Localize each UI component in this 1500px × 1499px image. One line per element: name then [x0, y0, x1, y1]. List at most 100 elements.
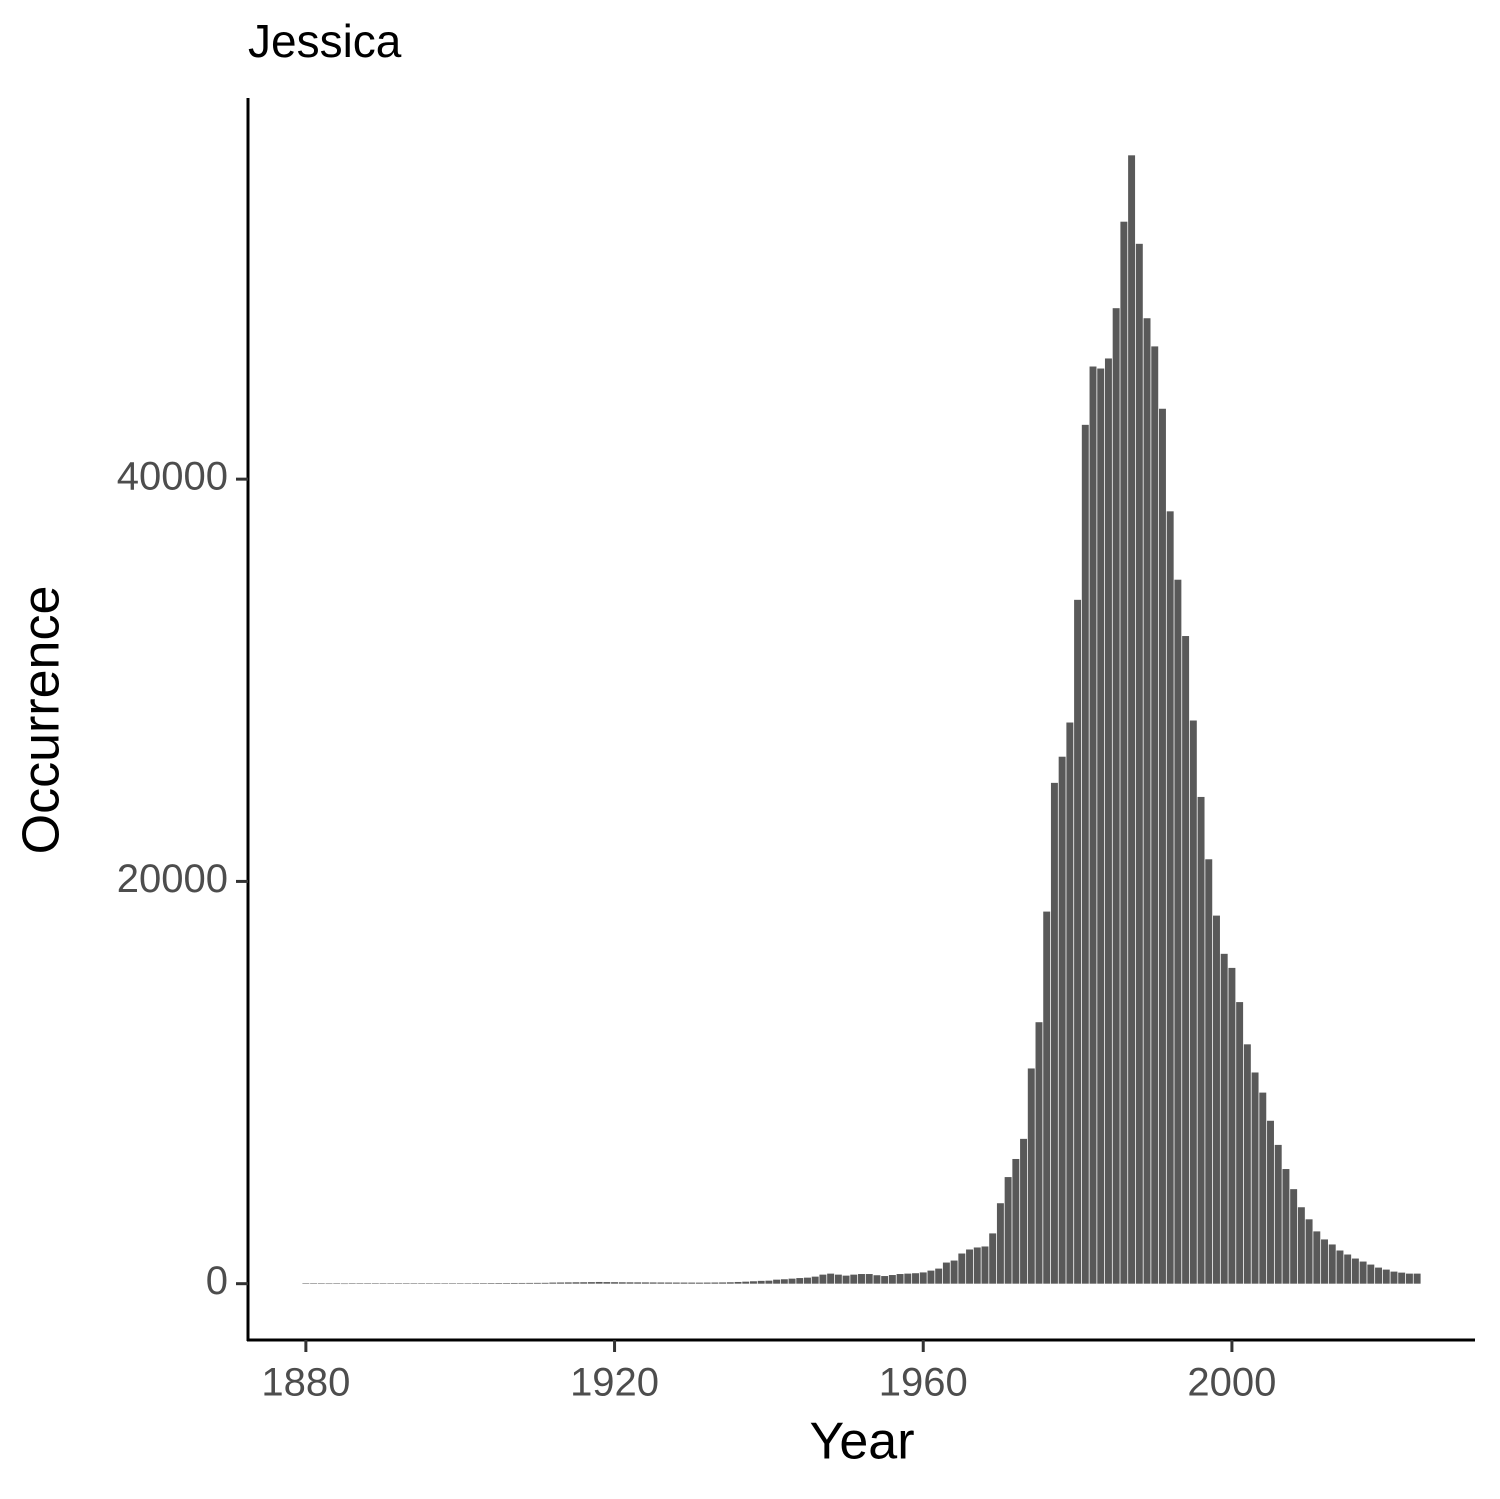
bar	[364, 1283, 372, 1284]
bar	[518, 1282, 526, 1284]
bar	[989, 1233, 997, 1284]
bar	[572, 1282, 580, 1284]
bar	[1197, 796, 1205, 1284]
bar	[1220, 953, 1228, 1284]
bar	[958, 1253, 966, 1284]
bar	[1328, 1244, 1336, 1284]
bar	[464, 1283, 472, 1284]
bar	[703, 1282, 711, 1284]
bar	[541, 1282, 549, 1284]
bar	[711, 1282, 719, 1284]
bar	[742, 1281, 750, 1284]
y-tick-label: 0	[206, 1259, 228, 1303]
bar	[1074, 599, 1082, 1284]
bar	[680, 1282, 688, 1284]
bar	[310, 1283, 318, 1284]
bar	[1321, 1239, 1328, 1284]
bar	[549, 1282, 557, 1284]
bar	[487, 1283, 495, 1284]
bar	[1398, 1272, 1406, 1284]
bar	[1367, 1264, 1375, 1284]
bar	[1182, 636, 1190, 1284]
bar	[796, 1278, 804, 1284]
bar	[935, 1268, 943, 1284]
bar	[1066, 722, 1074, 1284]
bar	[1081, 424, 1089, 1284]
bar	[1089, 366, 1097, 1284]
bar	[873, 1275, 881, 1284]
bar	[1313, 1231, 1321, 1284]
bar	[919, 1272, 927, 1284]
x-tick-label: 2000	[1187, 1361, 1276, 1405]
bar	[371, 1283, 379, 1284]
bar	[418, 1283, 426, 1284]
bar	[1020, 1138, 1028, 1284]
bar	[410, 1283, 418, 1284]
bar	[1004, 1177, 1012, 1284]
bar	[595, 1281, 603, 1284]
bar	[1050, 782, 1058, 1284]
bar	[688, 1282, 696, 1284]
bar	[317, 1283, 325, 1285]
bar	[1282, 1169, 1290, 1284]
bar	[503, 1283, 510, 1284]
bar	[441, 1283, 449, 1284]
bar	[1274, 1144, 1282, 1284]
bar	[773, 1279, 781, 1284]
bar	[1359, 1261, 1367, 1284]
bar	[1305, 1219, 1313, 1284]
bar	[865, 1274, 873, 1284]
bar	[996, 1203, 1004, 1284]
bar	[966, 1249, 974, 1284]
bar	[580, 1282, 588, 1284]
bar	[611, 1282, 619, 1284]
bar	[665, 1282, 673, 1284]
bar	[641, 1282, 649, 1284]
bar	[1375, 1267, 1383, 1284]
bar	[634, 1282, 642, 1284]
y-axis-title: Occurrence	[13, 586, 71, 855]
bar	[1158, 408, 1166, 1284]
bar	[842, 1275, 850, 1284]
bar	[811, 1276, 819, 1284]
y-tick-label: 40000	[117, 455, 228, 499]
bar	[788, 1278, 796, 1284]
bar	[1228, 967, 1236, 1284]
bar	[449, 1283, 456, 1284]
bar	[1267, 1120, 1274, 1284]
bar	[302, 1283, 310, 1284]
bar	[387, 1283, 395, 1284]
bar	[850, 1274, 858, 1284]
bar	[1351, 1258, 1359, 1284]
bar	[425, 1283, 433, 1284]
bar	[1336, 1250, 1344, 1284]
bar	[973, 1247, 981, 1284]
bar	[1058, 756, 1066, 1284]
bar	[402, 1283, 410, 1284]
bar	[950, 1260, 958, 1284]
bar	[695, 1282, 703, 1284]
bar	[557, 1282, 565, 1284]
x-axis-title: Year	[809, 1413, 914, 1471]
bar	[340, 1283, 348, 1285]
bar	[734, 1281, 742, 1284]
bar	[912, 1273, 919, 1284]
bar	[1097, 368, 1105, 1284]
bar	[881, 1276, 889, 1284]
bar	[819, 1274, 827, 1284]
bar	[1236, 1002, 1244, 1284]
bar	[1104, 358, 1112, 1284]
bar	[780, 1279, 788, 1284]
bar	[981, 1246, 989, 1284]
bar	[1290, 1189, 1298, 1284]
bar	[1189, 720, 1197, 1284]
bar	[1035, 1022, 1043, 1284]
bar	[942, 1262, 950, 1284]
bar	[1205, 859, 1213, 1284]
bar	[325, 1283, 333, 1285]
bar	[1135, 243, 1143, 1284]
bar	[1382, 1269, 1390, 1284]
bar	[333, 1283, 341, 1284]
bar	[1128, 155, 1136, 1284]
